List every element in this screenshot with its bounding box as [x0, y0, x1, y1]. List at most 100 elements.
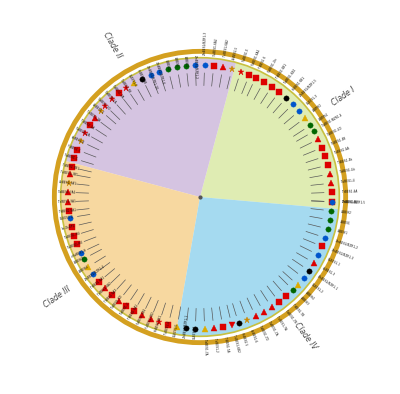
Text: AtBES1: AtBES1	[173, 57, 179, 68]
Text: TtBES1-7A: TtBES1-7A	[223, 336, 229, 352]
Text: TtBES1-6B1: TtBES1-6B1	[276, 63, 288, 79]
Text: OsBES1-1: OsBES1-1	[327, 257, 341, 267]
Text: AtBEH3: AtBEH3	[299, 296, 310, 307]
Text: TaBES1-6B2: TaBES1-6B2	[136, 308, 147, 325]
Text: AtBEH4: AtBEH4	[304, 290, 315, 301]
Text: TdBES1-4: TdBES1-4	[164, 321, 171, 335]
Text: TaBES1-4b: TaBES1-4b	[339, 168, 355, 174]
Text: AeBES1-6: AeBES1-6	[249, 329, 258, 344]
Text: TtBES1-2A: TtBES1-2A	[80, 118, 95, 130]
Text: ZmBES1/BZR1-4: ZmBES1/BZR1-4	[84, 265, 106, 282]
Text: TaBES1-3: TaBES1-3	[119, 302, 130, 316]
Text: AtBEH1: AtBEH1	[183, 56, 188, 67]
Text: TtBES1-3A1: TtBES1-3A1	[59, 208, 76, 214]
Wedge shape	[61, 161, 200, 334]
Text: OsBES1-4: OsBES1-4	[193, 325, 198, 339]
Text: OsBES1-2: OsBES1-2	[310, 283, 324, 295]
Text: AtBMY2: AtBMY2	[312, 103, 323, 113]
Text: AeBES1-3: AeBES1-3	[322, 266, 336, 277]
Text: Clade IV: Clade IV	[292, 321, 318, 352]
Text: ZmBES1/BZR1-10: ZmBES1/BZR1-10	[145, 65, 158, 90]
Text: TtBES1-6: TtBES1-6	[258, 56, 268, 69]
Text: TtBES1-4b: TtBES1-4b	[337, 157, 353, 165]
Text: TtBES1-4B: TtBES1-4B	[342, 200, 357, 204]
Text: ZmBES1/BZR1-5: ZmBES1/BZR1-5	[299, 78, 319, 98]
Text: ZmBES1/BZR1-1: ZmBES1/BZR1-1	[183, 314, 190, 338]
Text: AtBEH2: AtBEH2	[164, 59, 170, 71]
Text: AtBEH1: AtBEH1	[337, 229, 349, 236]
Wedge shape	[66, 58, 236, 197]
Text: TuBES1-4: TuBES1-4	[341, 179, 355, 184]
Text: HvBES1-5: HvBES1-5	[240, 332, 248, 347]
Text: OsBES1-3: OsBES1-3	[306, 93, 319, 106]
Text: TaBES1-6A1: TaBES1-6A1	[251, 48, 262, 66]
Text: AeBES1-1: AeBES1-1	[92, 102, 105, 115]
Text: TdBES1-2A: TdBES1-2A	[86, 110, 101, 123]
Text: TdBES1-7A: TdBES1-7A	[276, 315, 288, 331]
Text: AtBEH4: AtBEH4	[79, 265, 90, 274]
Text: TaBES1-1: TaBES1-1	[64, 154, 78, 162]
Text: OsBES1-6: OsBES1-6	[127, 73, 138, 87]
Text: ToBES1-4A: ToBES1-4A	[334, 147, 350, 155]
Text: TaBES1-6D: TaBES1-6D	[111, 295, 124, 310]
Text: Clade II: Clade II	[102, 31, 124, 60]
Wedge shape	[200, 62, 339, 209]
Text: TdBES1-2: TdBES1-2	[213, 338, 218, 352]
Text: TaBES1-5: TaBES1-5	[242, 48, 250, 63]
Text: ToBES1-4B: ToBES1-4B	[331, 136, 346, 146]
Text: TdBES1-3B1: TdBES1-3B1	[60, 170, 78, 177]
Text: TdBES1-6A2: TdBES1-6A2	[96, 282, 112, 297]
Text: TaBES1-4A: TaBES1-4A	[111, 84, 124, 99]
Text: ZmBES1/BZR1-3: ZmBES1/BZR1-3	[203, 31, 208, 55]
Text: TaBES1-4D: TaBES1-4D	[327, 126, 342, 137]
Text: TuBES1-H4: TuBES1-H4	[67, 240, 83, 250]
Text: AtBES1: AtBES1	[339, 220, 351, 225]
Text: ZmBES1/BZR1-3: ZmBES1/BZR1-3	[331, 248, 355, 261]
Text: ZmBES1/BZR1-1: ZmBES1/BZR1-1	[316, 275, 339, 292]
Text: TtBES1-6A3: TtBES1-6A3	[104, 288, 118, 304]
Text: HvBES1-6B1: HvBES1-6B1	[154, 314, 164, 333]
Text: HvBES1-2B: HvBES1-2B	[136, 69, 147, 85]
Text: ZmBES1/BZR1-2: ZmBES1/BZR1-2	[193, 55, 198, 80]
Text: ZmBES1/BZR1-2: ZmBES1/BZR1-2	[334, 239, 358, 250]
Text: TaBES1-6B1: TaBES1-6B1	[284, 69, 298, 85]
Text: v-HvBES1-H: v-HvBES1-H	[70, 248, 88, 259]
Text: TdBES1-6B2: TdBES1-6B2	[232, 334, 240, 353]
Text: OsBES1-5: OsBES1-5	[173, 323, 180, 337]
Text: AeBES1-3A1: AeBES1-3A1	[59, 180, 77, 186]
Text: AtBEH3: AtBEH3	[74, 256, 86, 265]
Text: AtBEH2: AtBEH2	[341, 210, 352, 215]
Text: TtBES1-6A2: TtBES1-6A2	[90, 275, 106, 290]
Text: TtBES1-3B1: TtBES1-3B1	[61, 163, 79, 171]
Text: TaBES1-7D: TaBES1-7D	[258, 325, 268, 341]
Text: AeBES1-5: AeBES1-5	[232, 45, 240, 60]
Text: Clade I: Clade I	[330, 85, 356, 108]
Text: TaBES1-2D: TaBES1-2D	[96, 97, 111, 111]
Text: TaBES1-H4: TaBES1-H4	[64, 232, 80, 240]
Text: ZmBES1/BZR1-5: ZmBES1/BZR1-5	[342, 200, 366, 205]
Text: TaBES1-7A: TaBES1-7A	[267, 320, 278, 336]
Text: ZmBES1/BZR1-6: ZmBES1/BZR1-6	[154, 61, 166, 85]
Text: TaBES1-2A: TaBES1-2A	[75, 126, 90, 138]
Text: TaBES1-7A: TaBES1-7A	[203, 339, 208, 355]
Text: TaBES1-Un: TaBES1-Un	[267, 58, 278, 74]
Text: TdBES1-6B2: TdBES1-6B2	[145, 311, 156, 329]
Text: TtBES1-1: TtBES1-1	[67, 144, 81, 153]
Text: TaBES1-5B: TaBES1-5B	[119, 78, 131, 93]
Text: TtBES1-6A1: TtBES1-6A1	[127, 304, 140, 321]
Text: TdBES1-6A2: TdBES1-6A2	[223, 39, 230, 58]
Text: TdBES1-3A1: TdBES1-3A1	[58, 199, 76, 204]
Text: loc-OsBP1: loc-OsBP1	[61, 224, 76, 231]
Text: TaBES1-3A1: TaBES1-3A1	[58, 190, 76, 195]
Text: Clade III: Clade III	[42, 285, 72, 310]
Text: TaBES1-7B: TaBES1-7B	[284, 309, 296, 324]
Text: OsBES1-4: OsBES1-4	[60, 215, 74, 221]
Text: TtBES1-7B: TtBES1-7B	[292, 303, 305, 317]
Text: HvBES1-6B1: HvBES1-6B1	[292, 75, 306, 91]
Text: TtBES1-4A: TtBES1-4A	[342, 190, 357, 194]
Text: TaBES1-1A: TaBES1-1A	[104, 90, 117, 104]
Text: TuBES1-6A2: TuBES1-6A2	[213, 38, 219, 56]
Wedge shape	[176, 197, 339, 336]
Text: AtBMY4: AtBMY4	[318, 112, 329, 121]
Text: TaBES1/BZR1-4: TaBES1/BZR1-4	[322, 113, 343, 128]
